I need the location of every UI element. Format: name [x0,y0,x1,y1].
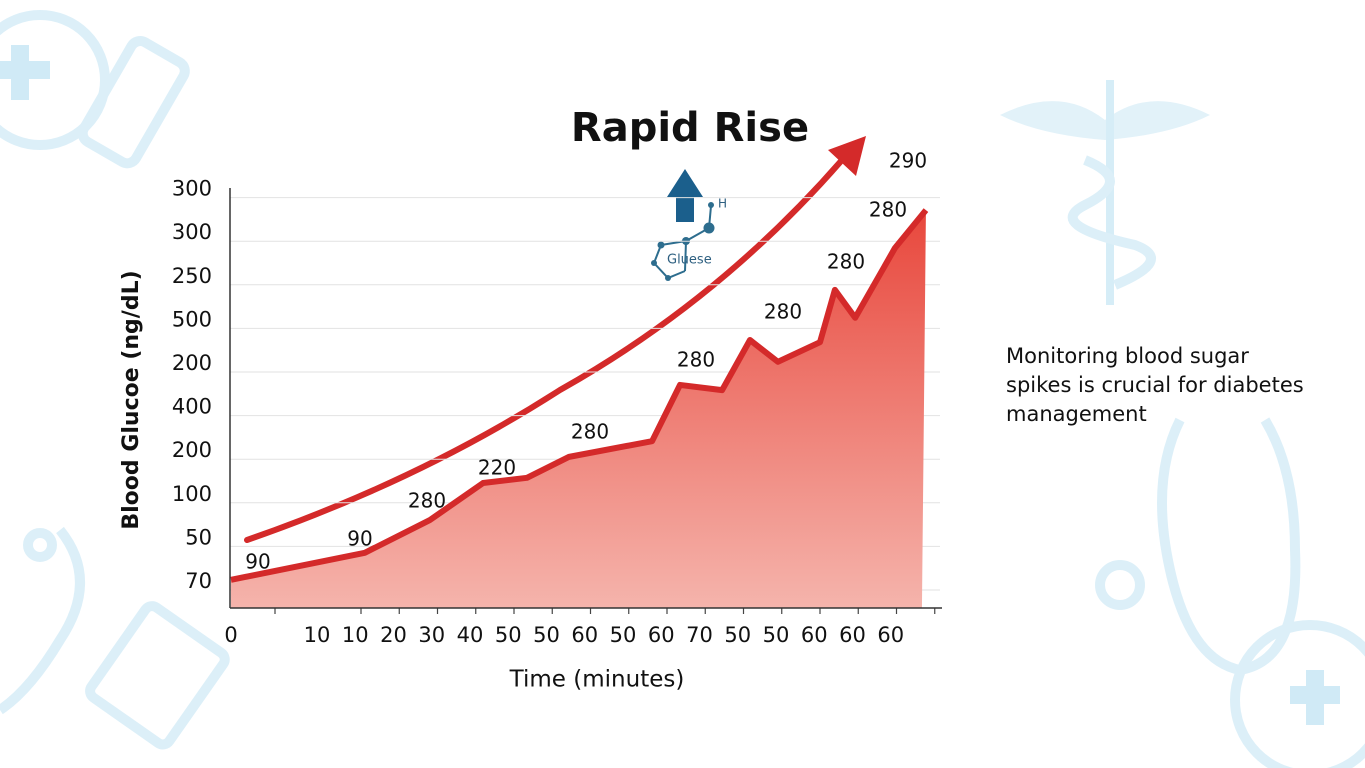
x-tick-label: 60 [571,623,598,647]
side-note-line: management [1006,402,1147,426]
side-note-line: Monitoring blood sugar [1006,344,1249,368]
x-tick-label: 50 [763,623,790,647]
y-tick-label: 300 [172,177,212,201]
data-label: 90 [347,527,372,551]
y-tick-label: 500 [172,307,212,331]
y-tick-label: 300 [172,220,212,244]
area-fill [231,210,926,609]
y-axis-title: Blood Glucoe (ng/dL) [119,270,144,529]
background-icons [0,10,1365,768]
x-axis-title: Time (minutes) [509,667,685,693]
x-tick-label: 50 [724,623,751,647]
x-tick-label: 10 [342,623,369,647]
y-tick-label: 50 [185,525,212,549]
icon-label: Gluese [667,253,712,268]
plot-area: 70 50 100 200 400 200 500 250 300 300 0 10 10 20 30 40 5… [172,149,942,647]
y-tick-label: 400 [172,395,212,419]
y-tick-label: 70 [185,569,212,593]
data-label: 280 [827,250,865,274]
data-label: 280 [571,420,609,444]
x-tick-label: 70 [686,623,713,647]
side-note-line: spikes is crucial for diabetes [1006,373,1304,397]
data-label: 290 [889,149,927,173]
x-tick-label: 50 [495,623,522,647]
y-tick-label: 200 [172,438,212,462]
x-tick-label: 30 [418,623,445,647]
data-line [230,208,929,583]
y-tick-label: 100 [172,482,212,506]
x-tick-label: 50 [533,623,560,647]
x-tick-label: 10 [304,623,331,647]
x-tick-label: 40 [457,623,484,647]
y-tick-label: 250 [172,264,212,288]
x-tick-label: 60 [801,623,828,647]
x-tick-label: 60 [877,623,904,647]
data-label: 280 [677,348,715,372]
x-tick-label: 60 [839,623,866,647]
chart-title: Rapid Rise [571,105,809,151]
molecule-icon: Gluese H [651,169,727,281]
data-label: 280 [764,300,802,324]
data-label: 280 [408,489,446,513]
data-label: 280 [869,198,907,222]
x-tick-label: 0 [224,623,237,647]
data-label: 220 [478,456,516,480]
side-note: Monitoring blood sugar spikes is crucial… [1006,344,1304,426]
x-tick-label: 50 [610,623,637,647]
icon-label: H [718,197,727,211]
x-tick-label: 60 [648,623,675,647]
data-label: 90 [245,550,270,574]
y-tick-label: 200 [172,351,212,375]
x-tick-label: 20 [380,623,407,647]
